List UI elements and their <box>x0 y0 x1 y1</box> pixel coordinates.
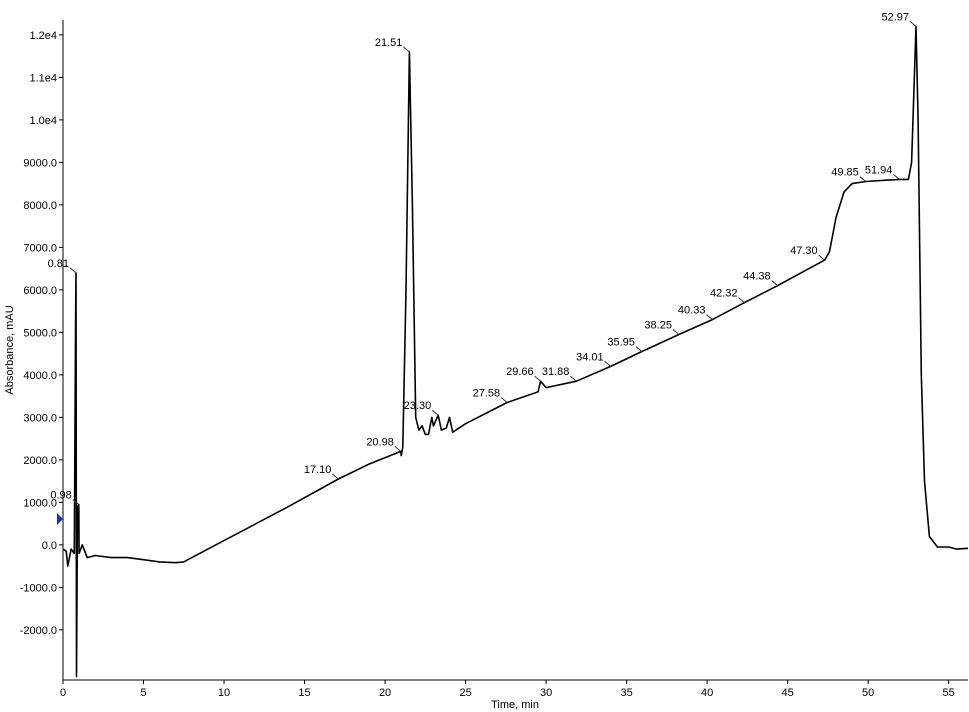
y-tick-label: 1.0e4 <box>29 115 57 127</box>
x-tick-label: 40 <box>701 687 713 699</box>
annotation-leader <box>534 375 541 382</box>
x-tick-label: 10 <box>218 687 230 699</box>
annotation-label: 51.94 <box>865 164 893 176</box>
annotation-label: 47.30 <box>790 245 818 257</box>
annotation-label: 42.32 <box>710 288 738 300</box>
annotation-label: 49.85 <box>831 166 859 178</box>
annotation-leader <box>738 297 745 303</box>
annotation-leader <box>893 173 900 180</box>
annotation-leader <box>672 329 680 335</box>
annotation-leader <box>635 346 643 352</box>
annotation-label: 35.95 <box>607 336 635 348</box>
y-tick-label: -1000.0 <box>20 582 57 594</box>
y-tick-label: 1.1e4 <box>29 72 57 84</box>
annotation-label: 20.98 <box>366 436 394 448</box>
x-tick-label: 50 <box>862 687 874 699</box>
annotation-label: 38.25 <box>644 319 672 331</box>
annotation-label: 29.66 <box>506 366 534 378</box>
annotation-leader <box>394 445 402 452</box>
annotation-label: 0.98 <box>50 489 71 501</box>
y-tick-label: 0.0 <box>42 540 57 552</box>
annotation-leader <box>431 409 439 416</box>
annotation-label: 17.10 <box>304 464 332 476</box>
annotation-leader <box>604 360 611 367</box>
x-axis-title: Time, min <box>491 699 539 711</box>
trace <box>62 25 969 678</box>
annotation-leader <box>570 375 577 382</box>
annotation-label: 40.33 <box>678 305 706 317</box>
annotation-leader <box>72 499 80 505</box>
annotation-label: 44.38 <box>743 271 771 283</box>
annotation-label: 34.01 <box>576 351 604 363</box>
x-tick-label: 55 <box>943 687 955 699</box>
y-tick-label: 9000.0 <box>23 157 57 169</box>
y-tick-label: 2000.0 <box>23 455 57 467</box>
annotation-leader <box>706 314 713 320</box>
annotation-label: 31.88 <box>542 366 570 378</box>
y-tick-label: 8000.0 <box>23 200 57 212</box>
marker <box>57 513 63 525</box>
annotation-leader <box>403 46 410 53</box>
annotation-leader <box>859 176 867 182</box>
x-tick-label: 0 <box>60 687 66 699</box>
annotation-label: 0.81 <box>48 258 69 270</box>
y-tick-label: 7000.0 <box>23 242 57 254</box>
y-axis-title: Absorbance, mAU <box>4 305 16 394</box>
y-tick-label: 1000.0 <box>23 497 57 509</box>
y-tick-label: 3000.0 <box>23 412 57 424</box>
annotation-leader <box>332 473 339 480</box>
x-tick-label: 45 <box>782 687 794 699</box>
annotation-leader <box>818 254 826 261</box>
annotation-leader <box>909 20 917 27</box>
annotation-leader <box>500 397 508 403</box>
x-tick-label: 5 <box>140 687 146 699</box>
x-tick-label: 30 <box>540 687 552 699</box>
annotation-label: 21.51 <box>375 37 403 49</box>
x-tick-label: 25 <box>459 687 471 699</box>
y-tick-label: 1.2e4 <box>29 30 57 42</box>
y-tick-label: 6000.0 <box>23 285 57 297</box>
annotation-label: 52.97 <box>881 11 909 23</box>
x-tick-label: 15 <box>298 687 310 699</box>
annotation-leader <box>771 280 778 286</box>
y-tick-label: 4000.0 <box>23 370 57 382</box>
y-tick-label: 5000.0 <box>23 327 57 339</box>
y-tick-label: -2000.0 <box>20 625 57 637</box>
x-tick-label: 20 <box>379 687 391 699</box>
annotation-leader <box>69 267 77 274</box>
x-tick-label: 35 <box>620 687 632 699</box>
annotation-label: 23.30 <box>404 400 432 412</box>
annotation-label: 27.58 <box>473 387 501 399</box>
